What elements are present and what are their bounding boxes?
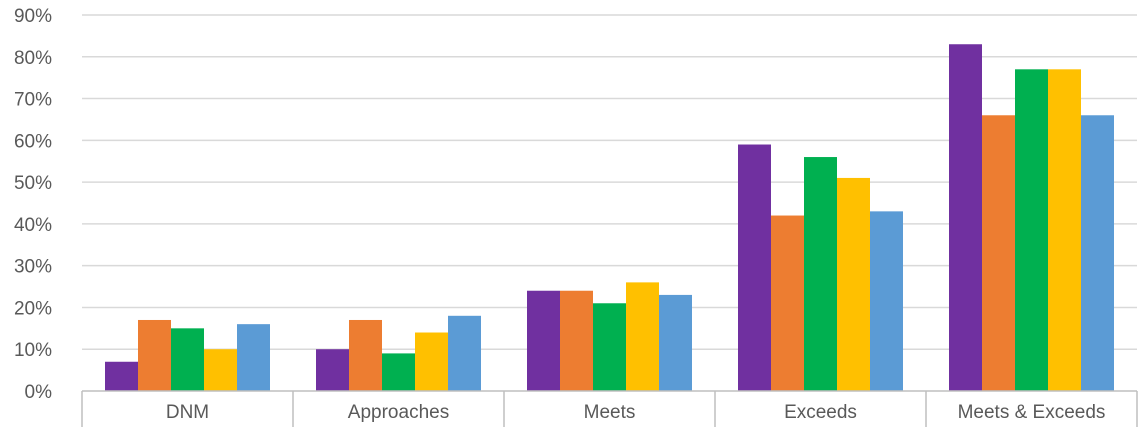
bar: [626, 282, 659, 391]
y-tick-label: 80%: [14, 48, 52, 69]
y-tick-label: 20%: [14, 298, 52, 319]
bars: [105, 44, 1114, 392]
x-category-label: Approaches: [348, 402, 449, 423]
bar: [171, 328, 204, 391]
bar: [415, 332, 448, 391]
bar: [771, 215, 804, 391]
bar: [804, 157, 837, 391]
y-tick-label: 50%: [14, 173, 52, 194]
x-axis: DNM Approaches Meets Exceeds Meets & Exceeds: [81, 390, 1138, 427]
bar: [1081, 115, 1114, 392]
bar: [237, 324, 270, 391]
y-tick-label: 40%: [14, 215, 52, 236]
bar: [837, 177, 870, 391]
bar: [593, 303, 626, 391]
bar: [1015, 69, 1048, 392]
bar: [1048, 69, 1081, 392]
y-tick-label: 70%: [14, 90, 52, 111]
x-category-label: DNM: [166, 402, 209, 423]
bar: [527, 290, 560, 391]
y-tick-label: 10%: [14, 340, 52, 361]
bar: [382, 353, 415, 391]
bar: [316, 349, 349, 391]
y-tick-label: 90%: [14, 6, 52, 27]
bar: [560, 290, 593, 391]
x-category-label: Meets & Exceeds: [958, 402, 1106, 423]
bar: [982, 115, 1015, 392]
bar: [105, 361, 138, 391]
bar: [138, 319, 171, 391]
y-tick-label: 60%: [14, 131, 52, 152]
bar: [738, 144, 771, 391]
y-axis: 0% 10% 20% 30% 40% 50% 60% 70% 80% 90%: [14, 6, 52, 403]
bar: [349, 319, 382, 391]
y-tick-label: 0%: [25, 382, 53, 403]
gridlines: [82, 14, 1137, 350]
bar: [870, 211, 903, 391]
y-tick-label: 30%: [14, 257, 52, 278]
x-category-label: Meets: [584, 402, 636, 423]
bar: [204, 349, 237, 391]
x-category-label: Exceeds: [784, 402, 857, 423]
bar: [949, 44, 982, 391]
bar: [659, 294, 692, 391]
bar: [448, 315, 481, 391]
